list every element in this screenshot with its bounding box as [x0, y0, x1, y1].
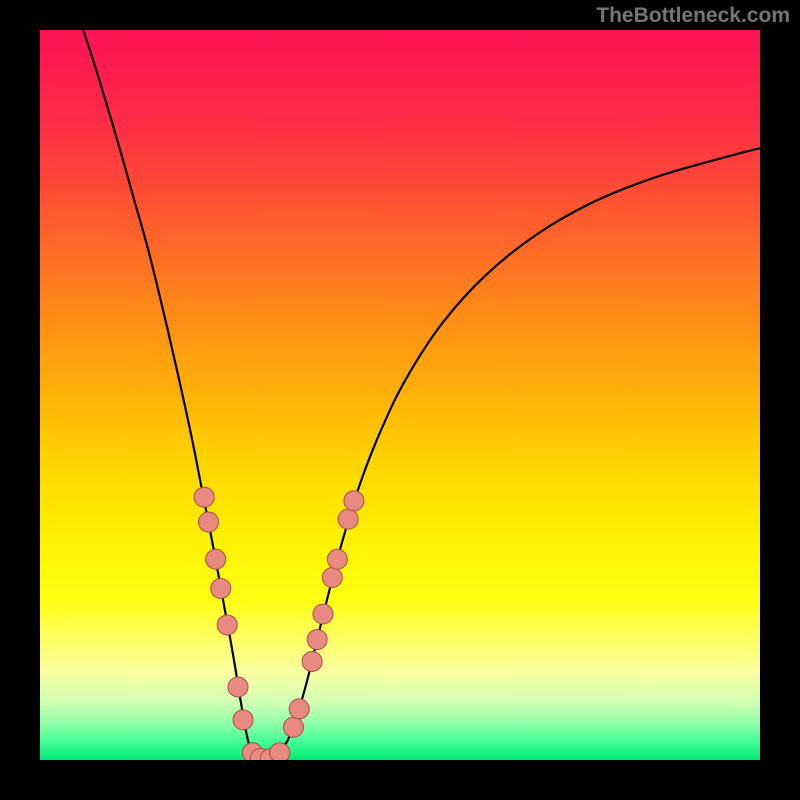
- chart-background: [40, 30, 760, 760]
- data-marker: [338, 509, 358, 529]
- data-marker: [307, 630, 327, 650]
- bottleneck-chart: [40, 30, 760, 760]
- data-marker: [194, 487, 214, 507]
- data-marker: [289, 699, 309, 719]
- data-marker: [283, 717, 303, 737]
- data-marker: [233, 710, 253, 730]
- data-marker: [228, 677, 248, 697]
- data-marker: [198, 512, 218, 532]
- data-marker: [217, 615, 237, 635]
- data-marker: [206, 549, 226, 569]
- data-marker: [344, 491, 364, 511]
- chart-container: [40, 30, 760, 760]
- data-marker: [302, 651, 322, 671]
- data-marker: [322, 568, 342, 588]
- data-marker: [270, 743, 290, 760]
- data-marker: [211, 578, 231, 598]
- watermark-text: TheBottleneck.com: [596, 4, 790, 28]
- data-marker: [327, 549, 347, 569]
- data-marker: [313, 604, 333, 624]
